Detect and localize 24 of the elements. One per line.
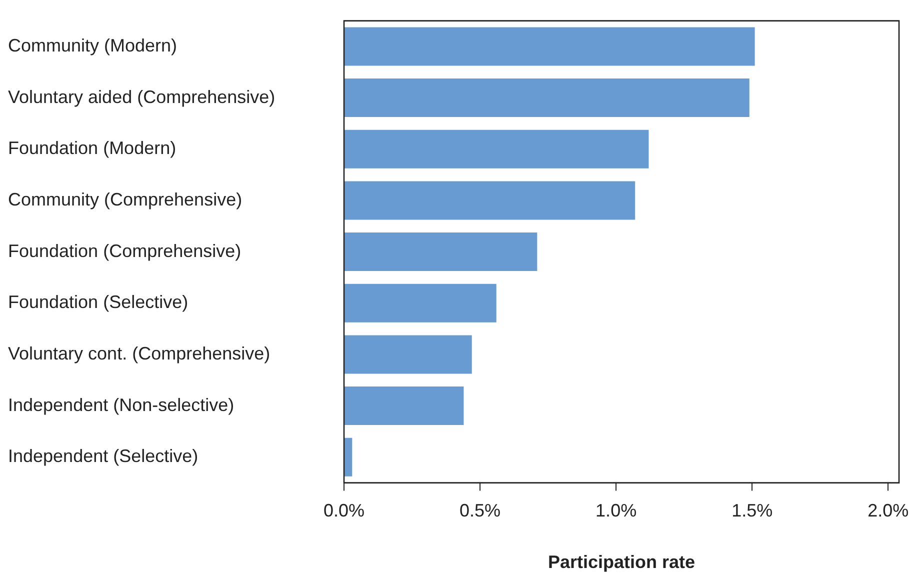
y-tick-label: Independent (Non-selective) xyxy=(8,394,234,415)
bar xyxy=(344,284,496,322)
bar xyxy=(344,232,538,272)
y-tick-label: Foundation (Comprehensive) xyxy=(8,240,242,261)
y-tick-label: Independent (Selective) xyxy=(8,446,198,466)
bar xyxy=(344,78,750,118)
y-tick-label: Voluntary aided (Comprehensive) xyxy=(8,86,276,107)
bar xyxy=(344,386,464,426)
x-tick-label: 1.5% xyxy=(732,500,773,521)
x-tick-label: 2.0% xyxy=(868,500,909,521)
x-axis-title: Participation rate xyxy=(548,552,696,572)
y-tick-label: Foundation (Selective) xyxy=(8,292,188,312)
bar xyxy=(344,438,352,476)
x-tick-label: 0.5% xyxy=(460,500,501,521)
y-tick-label: Community (Comprehensive) xyxy=(8,189,242,210)
x-tick-label: 0.0% xyxy=(323,500,365,521)
bar xyxy=(344,181,636,220)
bar xyxy=(344,130,649,168)
y-tick-label: Community (Modern) xyxy=(8,35,178,56)
bar xyxy=(344,335,472,374)
bar xyxy=(344,27,755,66)
y-tick-label: Foundation (Modern) xyxy=(8,138,176,158)
x-tick-label: 1.0% xyxy=(596,500,637,521)
y-tick-label: Voluntary cont. (Comprehensive) xyxy=(8,343,270,364)
